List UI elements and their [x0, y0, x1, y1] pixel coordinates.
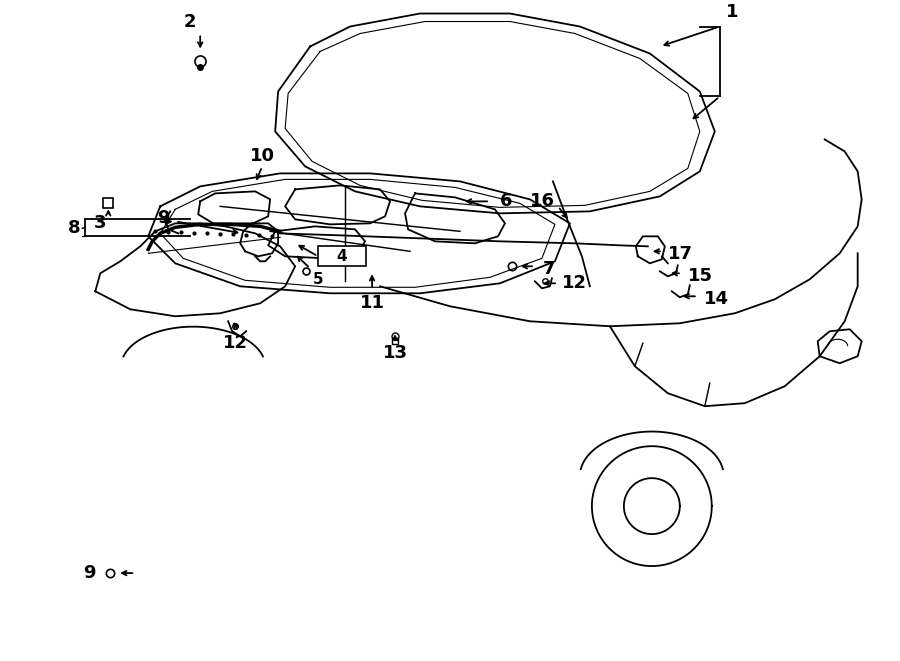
Text: 15: 15 — [688, 267, 713, 286]
Text: 16: 16 — [530, 192, 555, 210]
Text: 7: 7 — [543, 260, 555, 278]
Text: 3: 3 — [94, 214, 106, 233]
Text: 10: 10 — [249, 147, 274, 165]
Text: 12: 12 — [562, 274, 587, 292]
Bar — [318, 247, 366, 266]
Text: 13: 13 — [382, 344, 408, 362]
Text: 5: 5 — [313, 272, 323, 287]
Text: 17: 17 — [668, 245, 693, 263]
Text: 4: 4 — [337, 249, 347, 264]
Text: 12: 12 — [222, 334, 248, 352]
Text: 9: 9 — [83, 564, 95, 582]
Text: 9: 9 — [158, 210, 170, 227]
Text: 6: 6 — [500, 192, 512, 210]
Text: 11: 11 — [360, 294, 384, 312]
Text: 2: 2 — [184, 13, 196, 30]
Text: 14: 14 — [704, 290, 729, 308]
Text: 1: 1 — [725, 3, 738, 20]
Text: 8: 8 — [68, 219, 81, 237]
